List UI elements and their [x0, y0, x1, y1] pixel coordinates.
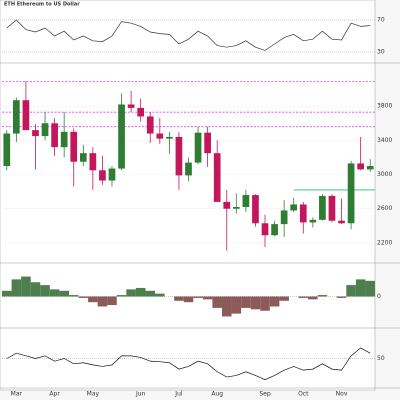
histogram-bar: [88, 296, 98, 303]
histogram-bar: [365, 280, 375, 297]
histogram-bar: [126, 289, 136, 297]
x-tick-label: Apr: [49, 391, 60, 398]
x-tick-label: Oct: [298, 391, 309, 398]
candle-body: [280, 210, 288, 225]
y-tick-label: 2200: [377, 239, 392, 246]
histogram-bar: [21, 276, 31, 297]
y-tick-label: 3000: [377, 171, 392, 178]
candle-body: [60, 131, 68, 148]
histogram-bar: [183, 296, 194, 303]
candle-body: [261, 223, 269, 236]
histogram-bar: [145, 290, 156, 297]
y-tick-label: 30: [377, 49, 385, 56]
histogram-bar: [174, 296, 184, 301]
candle-body: [204, 132, 211, 154]
candle-body: [290, 204, 298, 211]
candle-body: [357, 163, 365, 170]
histogram-bar: [49, 289, 60, 297]
y-tick-label: 70: [377, 17, 385, 24]
candle-body: [185, 162, 192, 176]
candle-body: [108, 168, 116, 181]
histogram-bar: [155, 293, 165, 297]
histogram-bar: [202, 296, 213, 300]
candle-body: [99, 170, 106, 181]
histogram-bar: [107, 296, 117, 306]
candle-body: [328, 195, 336, 221]
histogram-bar: [336, 296, 347, 298]
histogram-bar: [231, 296, 242, 314]
candle-body: [271, 224, 278, 236]
candle-body: [127, 104, 135, 108]
x-tick-label: Jun: [135, 391, 146, 398]
candle-body: [118, 104, 125, 169]
histogram-bar: [97, 296, 108, 307]
candle-body: [347, 163, 355, 224]
indicator-line: [6, 347, 371, 381]
histogram-bar: [212, 296, 222, 308]
histogram-bar: [59, 290, 69, 297]
histogram-bar: [40, 285, 50, 297]
candle-body: [22, 100, 30, 131]
histogram-bar: [250, 296, 261, 310]
y-tick-label: 3800: [377, 103, 392, 110]
chart-title: ETH Ethereum to US Dollar: [4, 2, 80, 8]
histogram-bar: [11, 279, 22, 297]
y-tick-label: 50: [377, 355, 385, 362]
histogram-bar: [355, 279, 366, 297]
candle-body: [89, 153, 97, 171]
candle-body: [146, 116, 154, 134]
histogram-bar: [221, 296, 232, 317]
candle-body: [51, 123, 58, 148]
y-tick-label: 3400: [377, 137, 392, 144]
x-tick-label: Mar: [11, 391, 23, 398]
histogram-bar: [308, 296, 318, 300]
indicator-line: [6, 19, 371, 51]
histogram-bar: [78, 296, 89, 298]
candle-body: [232, 207, 240, 209]
histogram-bar: [68, 295, 79, 297]
candle-body: [3, 133, 11, 166]
y-tick-label: 0: [377, 293, 381, 300]
candle-body: [156, 133, 164, 139]
histogram-bar: [193, 296, 203, 298]
candle-body: [137, 107, 145, 117]
candle-body: [41, 123, 49, 137]
y-tick-label: 2600: [377, 205, 392, 212]
candle-body: [252, 195, 259, 224]
histogram-bar: [279, 296, 289, 301]
histogram-bar: [116, 295, 127, 297]
histogram-bar: [317, 295, 328, 297]
histogram-bar: [269, 296, 280, 307]
histogram-bar: [241, 296, 251, 308]
x-tick-label: May: [87, 391, 100, 398]
candle-body: [79, 153, 87, 162]
histogram-bar: [30, 282, 41, 297]
histogram-bar: [2, 290, 12, 297]
candle-body: [338, 220, 345, 224]
candle-body: [32, 130, 39, 137]
histogram-bar: [346, 285, 356, 297]
candle-body: [166, 136, 173, 139]
x-tick-label: Sep: [259, 391, 271, 398]
candle-body: [299, 204, 307, 223]
x-tick-label: Jul: [174, 391, 183, 398]
candle-body: [70, 131, 78, 162]
candle-body: [309, 219, 317, 223]
candle-body: [366, 166, 374, 170]
candle-body: [223, 201, 231, 209]
histogram-bar: [298, 296, 309, 298]
histogram-bar: [260, 296, 270, 311]
histogram-bar: [135, 287, 146, 297]
candle-body: [12, 100, 20, 134]
candle-body: [242, 195, 250, 208]
candle-body: [194, 132, 202, 163]
x-tick-label: Aug: [211, 391, 223, 398]
candle-body: [175, 136, 183, 176]
candle-body: [319, 195, 326, 220]
plot-frame: [0, 0, 376, 391]
x-tick-label: Nov: [336, 391, 348, 398]
candle-body: [213, 153, 221, 202]
